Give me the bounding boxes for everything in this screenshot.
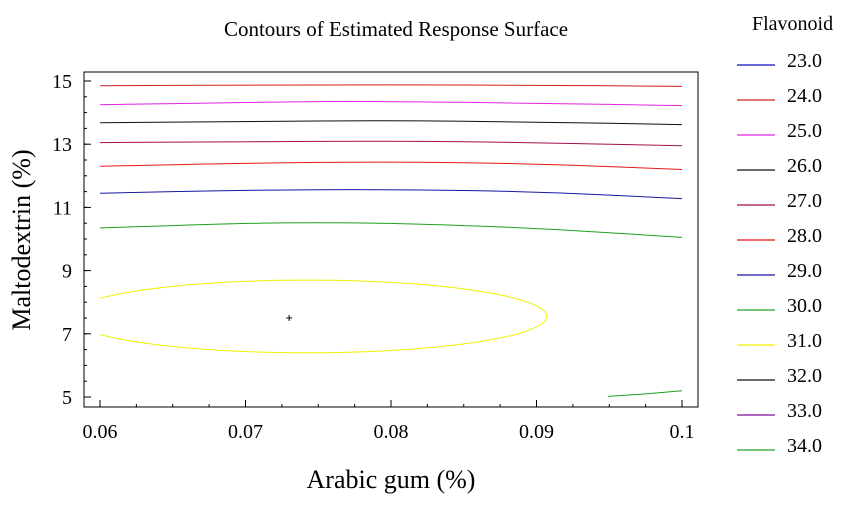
legend-entry-label: 29.0 [787,260,822,282]
x-tick-label: 0.09 [519,421,554,443]
legend-entry-label: 33.0 [787,400,822,422]
legend-entry-label: 26.0 [787,155,822,177]
legend-entry-label: 34.0 [787,435,822,457]
legend-entry-label: 28.0 [787,225,822,247]
legend-title: Flavonoid [752,13,833,35]
x-tick-label: 0.07 [228,421,263,443]
contour-line-30.0 [99,222,683,238]
legend-entry-label: 25.0 [787,120,822,142]
chart-title: Contours of Estimated Response Surface [224,17,568,41]
legend: Flavonoid 23.0 24.0 25.0 26.0 27.0 28.0 29.0 30… [737,13,833,457]
y-tick-label: 13 [52,134,72,156]
y-axis: 5 7 9 11 13 15 [52,71,91,409]
legend-entry-label: 32.0 [787,365,822,387]
contour-line-25.0 [99,100,683,107]
y-tick-label: 15 [52,71,72,93]
contour-line-29.0 [99,189,683,200]
y-tick-label: 5 [62,387,72,409]
x-axis-label: Arabic gum (%) [307,465,476,494]
contour-line-30.0 [607,390,683,397]
contour-line-26.0 [99,120,683,126]
x-axis: 0.06 0.07 0.08 0.09 0.1 [83,400,695,443]
x-tick-label: 0.08 [374,421,409,443]
contour-line-24.0 [99,84,683,87]
contour-line-31.0 [99,279,548,354]
legend-entry-label: 30.0 [787,295,822,317]
optimum-marker [286,315,293,321]
y-tick-label: 9 [62,261,72,283]
contour-line-27.0 [99,140,683,147]
y-tick-label: 11 [53,197,72,219]
y-tick-label: 7 [62,324,72,346]
legend-entry-label: 27.0 [787,190,822,212]
legend-entry-label: 24.0 [787,85,822,107]
legend-entry-label: 31.0 [787,330,822,352]
contour-line-28.0 [99,161,683,170]
legend-entry-label: 23.0 [787,50,822,72]
y-axis-label: Maltodextrin (%) [7,149,36,330]
x-tick-label: 0.1 [670,421,695,443]
contour-lines [99,84,683,397]
x-tick-label: 0.06 [83,421,118,443]
